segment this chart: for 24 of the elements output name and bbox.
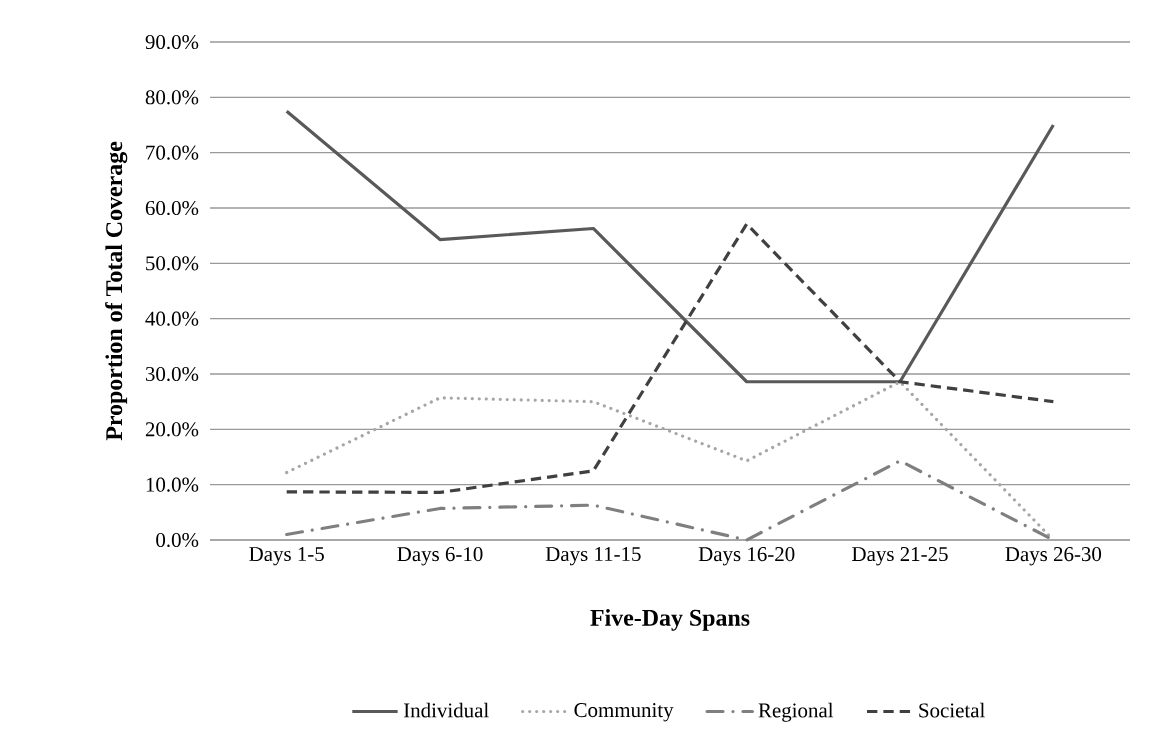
y-tick-label: 10.0% (146, 477, 199, 492)
y-tick-label: 50.0% (146, 256, 199, 271)
x-tick-label: Days 26-30 (1005, 547, 1102, 566)
x-tick-label: Days 16-20 (698, 547, 795, 566)
line-series (285, 109, 1055, 384)
y-tick-label: 20.0% (145, 422, 199, 437)
legend-label: Regional (758, 702, 834, 722)
y-tick-label: 60.0% (145, 200, 199, 216)
y-tick-label: 30.0% (145, 366, 199, 382)
line-series (285, 222, 1055, 495)
x-tick-label: Days 6-10 (397, 547, 483, 566)
x-tick-label: Days 21-25 (852, 547, 948, 566)
y-tick-label: 0.0% (156, 532, 199, 548)
x-tick-label: Days 1-5 (249, 547, 324, 566)
y-axis-title: Proportion of Total Coverage (105, 141, 128, 441)
y-tick-label: 40.0% (145, 311, 199, 326)
x-tick-label: Days 11-15 (545, 547, 641, 566)
y-tick-label: 80.0% (145, 90, 199, 105)
y-tick-label: 90.0% (145, 34, 199, 50)
legend-label: Societal (919, 702, 985, 718)
x-axis-title: Five-Day Spans (590, 609, 750, 631)
legend-label: Community (574, 703, 674, 722)
legend-label: Individual (403, 702, 489, 718)
y-tick-label: 70.0% (146, 145, 199, 160)
